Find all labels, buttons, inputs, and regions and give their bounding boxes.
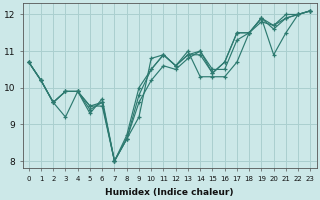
X-axis label: Humidex (Indice chaleur): Humidex (Indice chaleur) [105,188,234,197]
